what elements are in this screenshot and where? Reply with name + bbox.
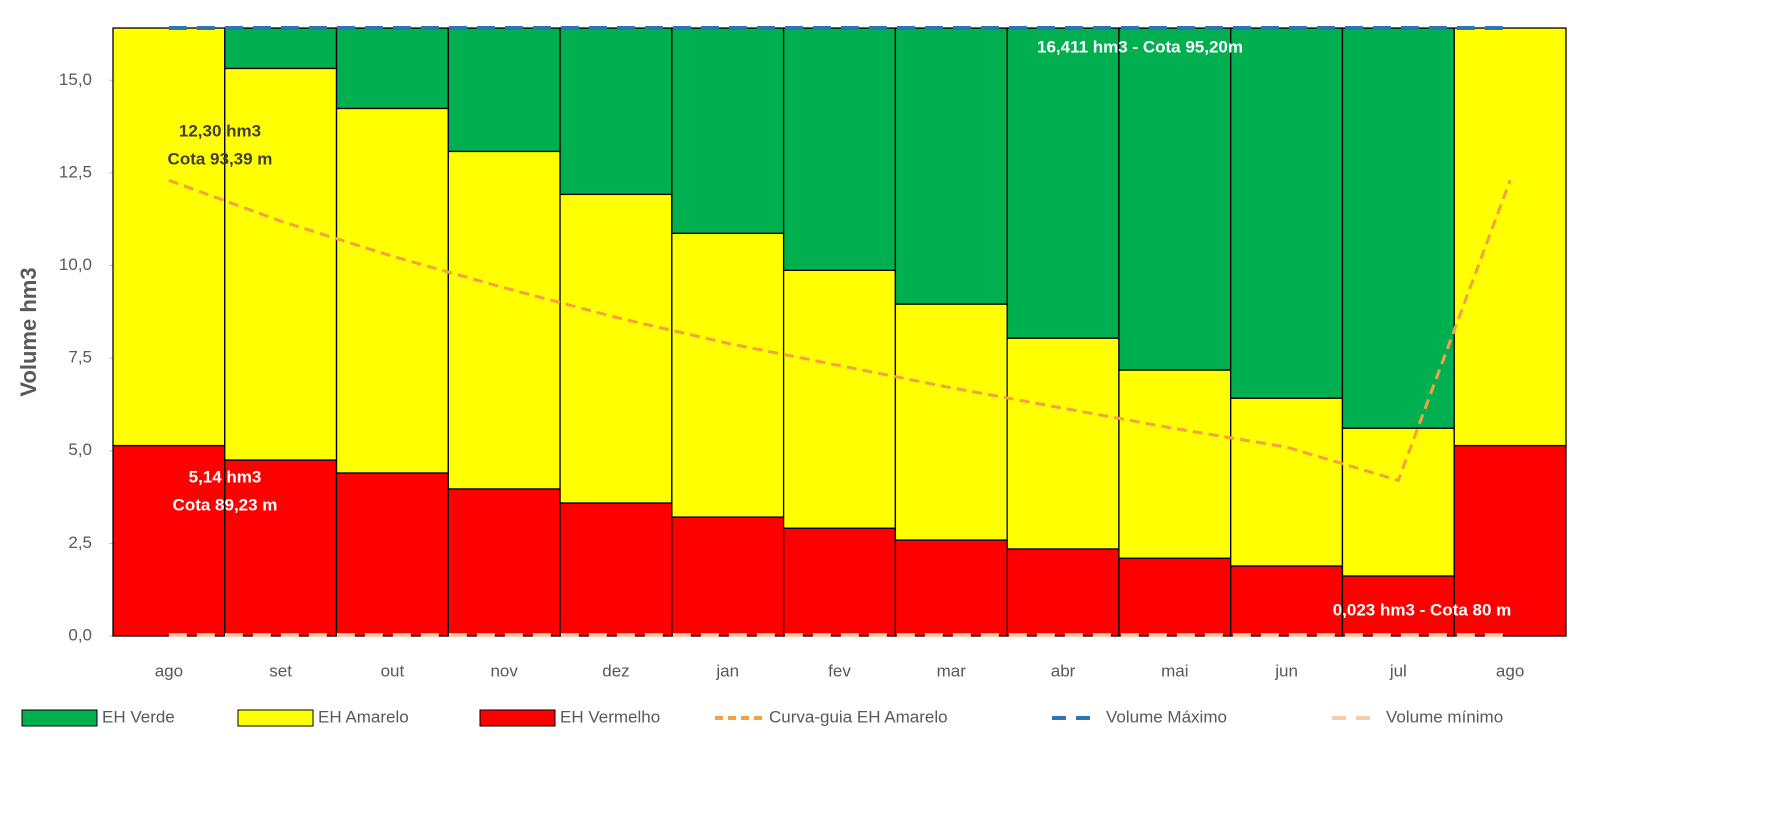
bar-segment bbox=[224, 67, 338, 461]
bar-segment bbox=[335, 27, 449, 110]
annotation: 0,023 hm3 - Cota 80 m bbox=[1333, 600, 1512, 619]
bar-segment bbox=[447, 27, 561, 153]
bar-segment bbox=[224, 459, 338, 637]
legend-label: EH Amarelo bbox=[318, 707, 409, 726]
bar-segment bbox=[1341, 427, 1455, 577]
bar-segment bbox=[1230, 27, 1344, 399]
x-tick-label: nov bbox=[490, 661, 518, 680]
y-tick-label: 15,0 bbox=[59, 70, 92, 89]
bar-segment bbox=[1006, 548, 1120, 637]
x-tick-label: mar bbox=[937, 661, 967, 680]
x-tick-label: jul bbox=[1389, 661, 1407, 680]
bar-segment bbox=[559, 502, 673, 637]
bar-segment bbox=[447, 488, 561, 637]
annotation: 5,14 hm3 bbox=[189, 467, 262, 486]
x-tick-label: abr bbox=[1051, 661, 1076, 680]
bar-segment bbox=[224, 27, 338, 70]
bar-segment bbox=[782, 527, 897, 637]
bar-segment bbox=[112, 27, 226, 447]
bar-segment bbox=[1230, 397, 1344, 567]
bar-segment bbox=[894, 27, 1008, 305]
annotation: 16,411 hm3 - Cota 95,20m bbox=[1037, 37, 1243, 56]
bar-segment bbox=[335, 107, 449, 474]
bar-segment bbox=[447, 150, 561, 490]
bar-segment bbox=[1006, 27, 1120, 339]
bar-segment bbox=[335, 472, 449, 637]
bar-segment bbox=[671, 27, 785, 234]
bar-segment bbox=[1230, 565, 1344, 637]
x-tick-label: ago bbox=[1496, 661, 1524, 680]
legend-swatch bbox=[21, 709, 98, 727]
x-tick-label: jan bbox=[715, 661, 739, 680]
x-tick-label: dez bbox=[602, 661, 629, 680]
bar-segment bbox=[894, 303, 1008, 541]
bar-segment bbox=[1118, 557, 1232, 637]
y-tick-label: 10,0 bbox=[59, 255, 92, 274]
x-tick-label: mai bbox=[1161, 661, 1188, 680]
bar-segment bbox=[782, 269, 897, 529]
legend-swatch bbox=[479, 709, 556, 727]
y-tick-label: 12,5 bbox=[59, 162, 92, 181]
y-tick-label: 2,5 bbox=[68, 533, 92, 552]
y-axis-label: Volume hm3 bbox=[16, 267, 41, 396]
bar-segment bbox=[1341, 27, 1455, 429]
bar-segment bbox=[671, 516, 785, 637]
bar-segment bbox=[671, 232, 785, 518]
bar-segment bbox=[1006, 337, 1120, 550]
legend-label: EH Verde bbox=[102, 707, 175, 726]
x-tick-label: fev bbox=[828, 661, 851, 680]
bar-segment bbox=[559, 193, 673, 504]
legend-label: Curva-guia EH Amarelo bbox=[769, 707, 948, 726]
x-tick-label: jun bbox=[1274, 661, 1298, 680]
bar-segment bbox=[894, 539, 1008, 637]
x-tick-label: out bbox=[381, 661, 405, 680]
x-tick-label: ago bbox=[155, 661, 183, 680]
legend-swatch bbox=[237, 709, 314, 727]
x-tick-label: set bbox=[269, 661, 292, 680]
bar-segment bbox=[1118, 27, 1232, 371]
annotation: Cota 89,23 m bbox=[173, 495, 278, 514]
y-tick-label: 5,0 bbox=[68, 440, 92, 459]
annotation: Cota 93,39 m bbox=[168, 149, 273, 168]
bar-segment bbox=[1453, 444, 1567, 637]
legend-label: Volume Máximo bbox=[1106, 707, 1227, 726]
legend-label: EH Vermelho bbox=[560, 707, 660, 726]
y-tick-label: 0,0 bbox=[68, 625, 92, 644]
bar-segment bbox=[1118, 369, 1232, 559]
bar-segment bbox=[782, 27, 897, 271]
y-tick-label: 7,5 bbox=[68, 348, 92, 367]
annotation: 12,30 hm3 bbox=[179, 121, 261, 140]
line-series bbox=[168, 178, 1512, 483]
legend-label: Volume mínimo bbox=[1386, 707, 1503, 726]
bar-segment bbox=[1341, 575, 1455, 637]
bar-segment bbox=[559, 27, 673, 196]
bar-segment bbox=[1453, 27, 1567, 447]
